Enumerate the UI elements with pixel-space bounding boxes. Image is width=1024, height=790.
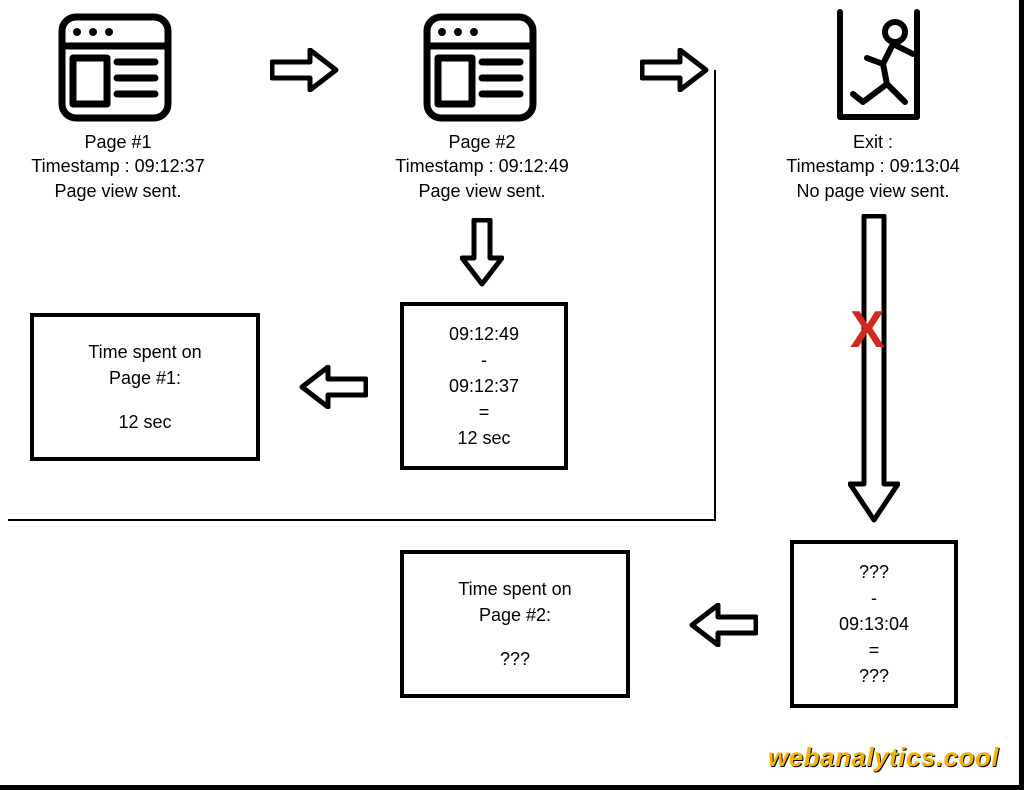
result2-l2: Page #2: <box>479 602 551 628</box>
diagram-canvas: Page #1 Timestamp : 09:12:37 Page view s… <box>0 0 1024 790</box>
exit-line3: No page view sent. <box>796 181 949 201</box>
calc2-l2: - <box>871 585 877 611</box>
calc2-l1: ??? <box>859 559 889 585</box>
exit-caption: Exit : Timestamp : 09:13:04 No page view… <box>768 130 978 203</box>
exit-line2: Timestamp : 09:13:04 <box>786 156 959 176</box>
exit-icon <box>805 2 935 127</box>
calc2-l4: = <box>869 637 880 663</box>
arrow-exit-down <box>848 214 900 524</box>
result2-l3: ??? <box>500 646 530 672</box>
connector-line <box>0 70 760 540</box>
x-mark-icon: X <box>850 300 885 360</box>
watermark: webanalytics.cool <box>768 742 999 773</box>
arrow-calc2-to-result2 <box>688 603 758 647</box>
calc2-l3: 09:13:04 <box>839 611 909 637</box>
exit-line1: Exit : <box>853 132 893 152</box>
result2-l1: Time spent on <box>458 576 571 602</box>
calc-box-2: ??? - 09:13:04 = ??? <box>790 540 958 708</box>
calc2-l5: ??? <box>859 663 889 689</box>
result-box-2: Time spent on Page #2: ??? <box>400 550 630 698</box>
